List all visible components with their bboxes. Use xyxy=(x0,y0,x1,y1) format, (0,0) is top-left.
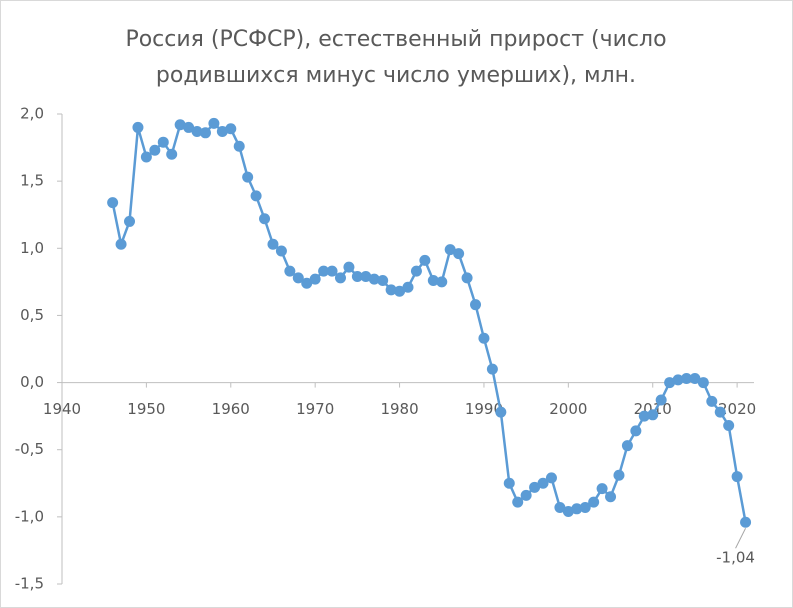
data-point xyxy=(377,275,389,287)
data-point xyxy=(588,496,600,508)
data-point xyxy=(309,273,321,285)
data-point xyxy=(394,285,406,297)
data-point xyxy=(453,248,465,260)
data-point xyxy=(740,516,752,528)
x-tick-label: 1940 xyxy=(43,400,81,418)
data-point xyxy=(419,254,431,266)
data-point xyxy=(630,425,642,437)
data-point xyxy=(689,373,701,385)
data-point xyxy=(199,127,211,139)
data-point xyxy=(545,472,557,484)
data-point xyxy=(436,276,448,288)
data-point xyxy=(259,213,271,225)
label-leader xyxy=(735,528,747,549)
data-point xyxy=(562,505,574,517)
y-tick-label: 1,5 xyxy=(20,172,44,190)
y-tick-label: -0,5 xyxy=(15,440,44,458)
data-point xyxy=(529,481,541,493)
data-point xyxy=(478,332,490,344)
data-point xyxy=(250,190,262,202)
chart-title: родившихся минус число умерших), млн. xyxy=(156,63,636,88)
data-point xyxy=(402,281,414,293)
data-point xyxy=(115,238,127,250)
data-point xyxy=(613,469,625,481)
y-tick-label: 0,5 xyxy=(20,306,44,324)
data-point xyxy=(233,140,245,152)
data-point xyxy=(714,406,726,418)
data-point xyxy=(174,119,186,131)
data-point xyxy=(470,299,482,311)
data-point xyxy=(301,277,313,289)
data-point xyxy=(334,272,346,284)
data-point xyxy=(638,410,650,422)
data-point xyxy=(512,496,524,508)
data-point xyxy=(183,121,195,133)
data-point xyxy=(275,245,287,257)
data-point xyxy=(680,373,692,385)
data-point xyxy=(723,420,735,432)
data-point xyxy=(149,144,161,156)
y-tick-label: 0,0 xyxy=(20,373,44,391)
y-tick-label: -1,5 xyxy=(15,575,44,593)
data-point xyxy=(706,395,718,407)
data-label: -1,04 xyxy=(716,549,755,567)
data-point xyxy=(157,136,169,148)
data-point xyxy=(284,265,296,277)
data-point xyxy=(495,406,507,418)
data-point xyxy=(385,284,397,296)
data-point xyxy=(537,477,549,489)
x-tick-label: 2020 xyxy=(718,400,756,418)
data-point xyxy=(351,270,363,282)
data-point xyxy=(672,374,684,386)
data-point xyxy=(520,489,532,501)
data-point xyxy=(166,148,178,160)
data-point xyxy=(503,477,515,489)
data-point xyxy=(697,377,709,389)
x-tick-label: 1960 xyxy=(212,400,250,418)
data-point xyxy=(579,501,591,513)
data-point xyxy=(655,394,667,406)
data-point xyxy=(461,272,473,284)
data-point xyxy=(107,197,119,209)
x-tick-label: 1990 xyxy=(465,400,503,418)
data-point xyxy=(132,121,144,133)
data-point xyxy=(368,273,380,285)
data-point xyxy=(242,171,254,183)
data-point xyxy=(140,151,152,163)
data-point xyxy=(225,123,237,135)
data-point xyxy=(621,440,633,452)
data-point xyxy=(267,238,279,250)
data-point xyxy=(444,244,456,256)
data-line xyxy=(111,121,747,523)
data-point xyxy=(410,265,422,277)
x-tick-label: 2000 xyxy=(549,400,587,418)
data-point xyxy=(360,270,372,282)
y-tick-label: 2,0 xyxy=(20,105,44,123)
data-point xyxy=(208,117,220,129)
data-point xyxy=(647,409,659,421)
data-point xyxy=(124,215,136,227)
data-point xyxy=(554,501,566,513)
x-tick-label: 1970 xyxy=(296,400,334,418)
data-point xyxy=(191,125,203,137)
data-point xyxy=(731,471,743,483)
data-point xyxy=(326,265,338,277)
x-tick-label: 1950 xyxy=(127,400,165,418)
data-point xyxy=(318,265,330,277)
data-point xyxy=(571,503,583,515)
x-tick-label: 1980 xyxy=(380,400,418,418)
chart-title: Россия (РСФСР), естественный прирост (чи… xyxy=(125,27,666,52)
data-point xyxy=(343,261,355,273)
data-point xyxy=(216,125,228,137)
y-tick-label: -1,0 xyxy=(15,507,44,525)
data-point xyxy=(605,491,617,503)
data-point xyxy=(427,275,439,287)
data-point xyxy=(486,363,498,375)
data-point xyxy=(664,377,676,389)
data-point xyxy=(292,272,304,284)
data-point xyxy=(596,483,608,495)
y-tick-label: 1,0 xyxy=(20,239,44,257)
